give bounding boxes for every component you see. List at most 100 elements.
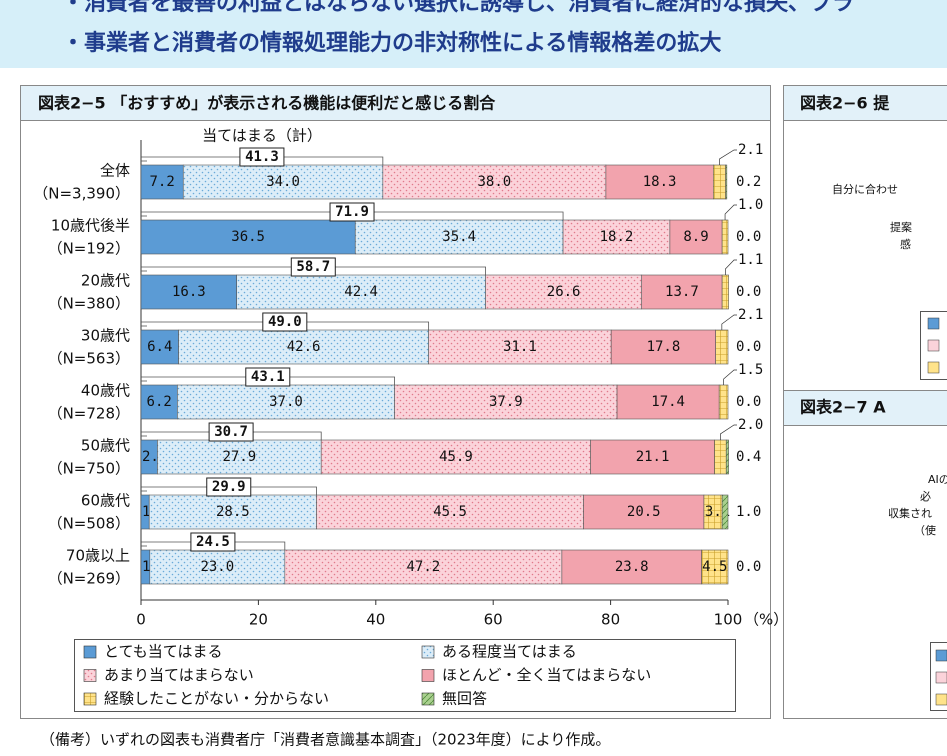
bar-segment [354,219,564,255]
legend-swatch [83,692,97,706]
side-text: （使 [914,524,936,537]
total-box [190,532,236,552]
bar-segment [641,274,723,310]
data-label: 0.0 [736,229,761,245]
panel-header [21,86,770,120]
bar-segment [715,329,729,365]
bar-segment [284,549,563,585]
bar-segment [382,164,607,200]
x-tick-label: 40 [366,611,385,629]
legend-label: 経験したことがない・分からない [104,690,329,708]
bar-segment [669,219,723,255]
data-label: 2.0 [738,417,763,433]
bar-segment [236,274,486,310]
bar-segment [725,164,728,200]
data-label: 1.0 [736,504,761,520]
total-bracket [141,156,384,165]
category-note: （N=728） [48,405,130,423]
bar-segment [701,549,729,585]
category-label: 10歳代後半 [51,217,130,235]
bar-segment [590,439,715,475]
data-label: 42.4 [344,284,378,300]
data-label: 0.2 [736,174,761,190]
bar-segment [149,549,286,585]
banner-line: ・事業者と消費者の情報処理能力の非対称性による情報格差の拡大 [62,30,721,56]
bar-segment [562,219,671,255]
total-label: 41.3 [245,149,279,165]
legend-label: ある程度当てはまる [442,643,577,661]
bar-segment [140,164,184,200]
total-box [262,312,308,332]
data-label: 27.9 [222,449,256,465]
x-tick-label: 0 [136,611,146,629]
side-text: 感 [900,238,911,251]
legend-swatch [421,645,435,659]
bar-segment [177,384,395,420]
side-panel: 図表2−6 提 自分に合わせ 提案 感 図表2−7 A AIの 必 収集され （… [783,85,947,719]
x-tick-label: 20 [249,611,268,629]
leader-line [720,424,737,440]
data-label: 2.1 [738,307,763,323]
data-label: 37.0 [269,394,303,410]
data-label: 45.5 [433,504,467,520]
category-label: 70歳以上 [66,547,130,565]
total-bracket [141,486,317,495]
legend-box [74,639,736,712]
category-note: （N=192） [48,240,130,258]
total-box [206,477,252,497]
data-label: 0.0 [736,284,761,300]
totals-title: 当てはまる（計） [202,127,322,145]
total-box [290,257,336,277]
total-bracket [141,541,286,550]
x-unit: （%） [744,611,788,629]
data-label: 42.6 [287,339,321,355]
data-label: 2.1 [738,142,763,158]
bar-segment [320,439,591,475]
bar-segment [394,384,618,420]
data-label: 36.5 [231,229,265,245]
legend-swatch [421,669,435,682]
side-text: 提案 [890,220,912,234]
legend-label: とても当てはまる [104,643,223,661]
data-label: 23.8 [615,559,649,575]
data-label: 1.5 [738,362,763,378]
side-text: 収集され [888,506,932,520]
total-label: 24.5 [196,534,230,550]
bar-segment [316,494,584,530]
category-note: （N=269） [48,570,130,588]
total-label: 30.7 [214,424,248,440]
leader-line [723,369,737,385]
legend-swatch [83,645,97,659]
banner-bg [0,0,947,68]
bar-segment [583,494,705,530]
data-label: 20.5 [627,504,661,520]
bar-segment [605,164,714,200]
leader-line [724,204,737,220]
side-header: 図表2−7 A [800,398,886,417]
data-label: 18.3 [643,174,677,190]
total-box [239,147,285,167]
category-note: （N=508） [48,515,130,533]
leader-line [721,314,737,330]
data-label: 0.0 [736,339,761,355]
side-text: 必 [920,490,931,503]
chart-title: 図表2−5 「おすすめ」が表示される機能は便利だと感じる割合 [38,94,496,113]
x-tick-label: 60 [484,611,503,629]
bar-segment [428,329,612,365]
bar-segment [721,219,729,255]
data-label: 8.9 [683,229,708,245]
bar-segment [140,329,179,365]
data-label: 1.0 [738,197,763,213]
category-note: （N=380） [48,295,130,313]
bar-segment [561,549,702,585]
bar-segment [714,439,727,475]
legend-label: ほとんど・全く当てはまらない [442,666,651,684]
category-note: （N=750） [48,460,130,478]
data-label: 1.1 [738,252,763,268]
legend-label: 無回答 [442,690,487,708]
data-label: 21.1 [636,449,670,465]
leader-line [719,149,737,165]
legend-swatch [83,669,97,682]
data-label: 0.0 [736,394,761,410]
data-label: 13.7 [665,284,699,300]
